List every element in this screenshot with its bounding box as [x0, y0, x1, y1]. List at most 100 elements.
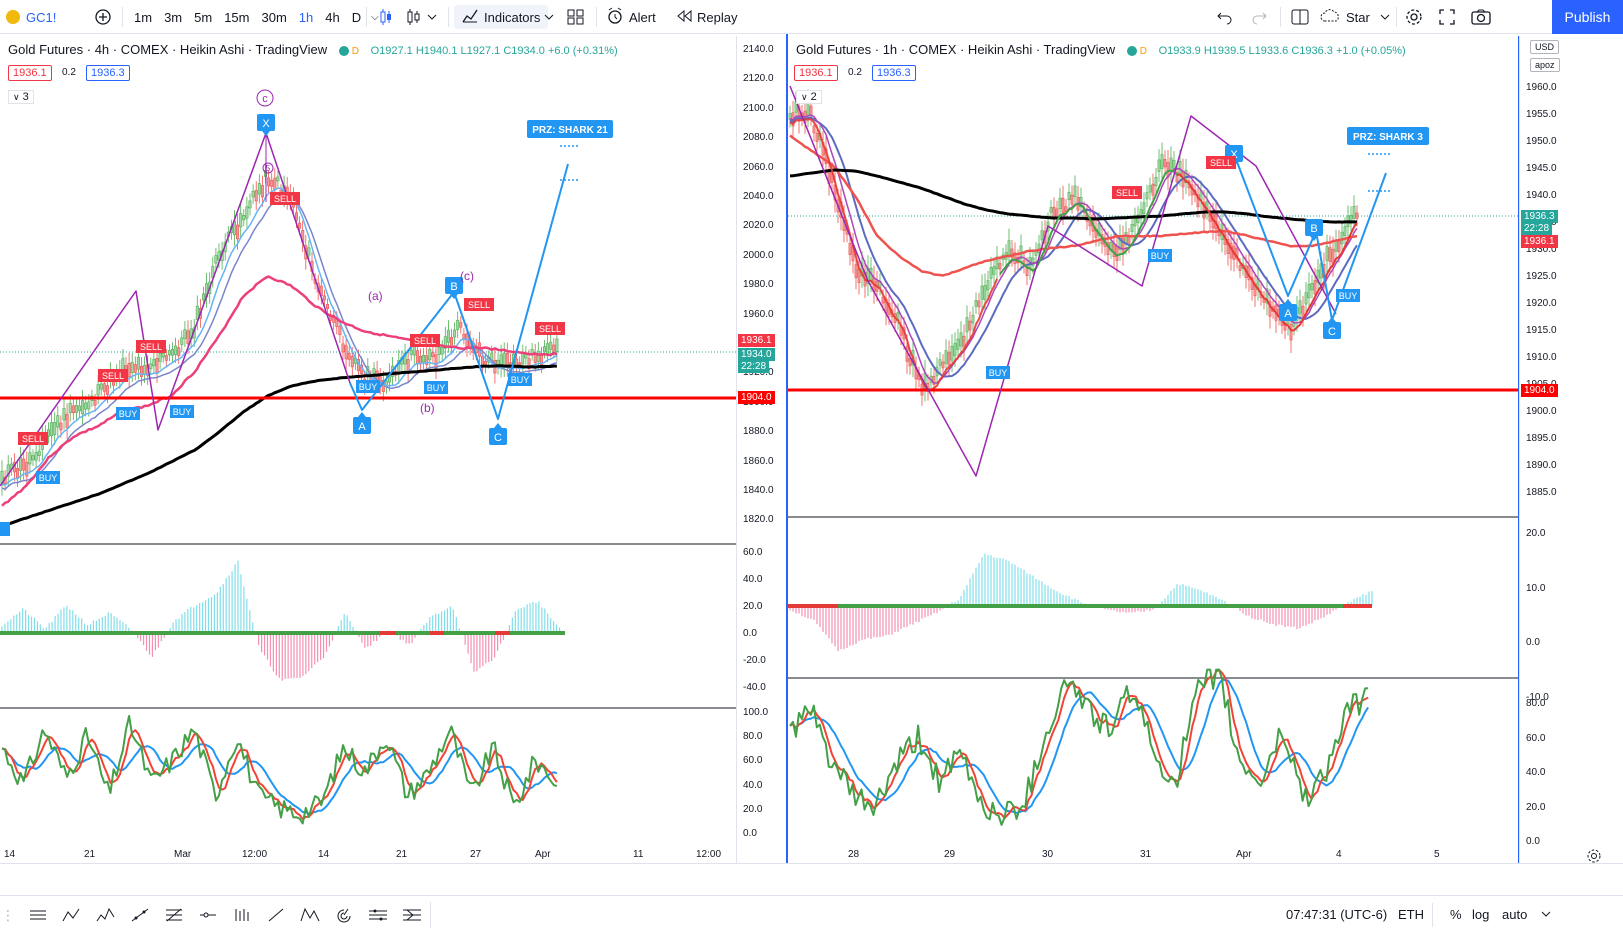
auto-toggle[interactable]: auto — [1502, 907, 1528, 922]
price-axis-label: 1860.0 — [743, 455, 774, 467]
undo-icon[interactable] — [1216, 5, 1234, 29]
buy-signal-label: BUY — [359, 382, 378, 392]
pitchfork-icon[interactable] — [230, 904, 254, 926]
drag-handle-icon[interactable]: ⋮ — [1, 906, 15, 923]
add-symbol-icon[interactable] — [94, 5, 112, 29]
candle-body — [812, 125, 816, 134]
candle-body — [809, 105, 813, 117]
axis-settings-icon[interactable] — [1586, 848, 1602, 869]
right-sell-price[interactable]: 1936.1 — [794, 65, 838, 81]
candle-body — [968, 320, 972, 331]
trend-line-icon[interactable] — [128, 904, 152, 926]
left-indicator-count[interactable]: ∨ 3 — [8, 90, 34, 104]
tf-1h[interactable]: 1h — [298, 9, 314, 25]
left-sell-price[interactable]: 1936.1 — [8, 65, 52, 81]
buy-signal — [508, 373, 532, 386]
settings-icon[interactable] — [1404, 5, 1424, 29]
price-axis-label: 2020.0 — [743, 220, 774, 232]
candle-body — [307, 247, 311, 256]
tf-4h[interactable]: 4h — [325, 9, 340, 25]
candle-body — [1142, 202, 1146, 214]
candle-body — [217, 251, 221, 261]
candle-body — [105, 385, 109, 395]
alert-button[interactable]: Alert — [606, 5, 656, 29]
cycle-icon[interactable] — [332, 904, 356, 926]
redo-icon[interactable] — [1250, 5, 1268, 29]
tf-15m[interactable]: 15m — [224, 9, 250, 25]
split-icon[interactable] — [1290, 5, 1310, 29]
point-x-label: X — [1230, 149, 1238, 161]
left-chart-pane[interactable]: Gold Futures · 4h · COMEX · Heikin Ashi … — [0, 36, 736, 863]
symbol-search[interactable]: GC1! — [6, 5, 56, 29]
left-price-axis[interactable]: 2140.0 2120.0 2100.0 2080.0 2060.0 2040.0 2020… — [736, 36, 786, 863]
candle-body — [938, 359, 942, 366]
indicators-button[interactable]: Indicators — [454, 5, 549, 29]
chevron-down-icon[interactable] — [1540, 907, 1552, 922]
candle-body — [422, 354, 426, 363]
right-time-axis[interactable]: 28 29 30 31 Apr 4 5 — [788, 845, 1519, 863]
publish-button[interactable]: Publish — [1552, 0, 1623, 34]
stoch-red-line — [1, 729, 558, 821]
right-price-axis[interactable]: USD apoz 1960.0 1955.0 1950.0 1945.0 1940.0 1… — [1519, 36, 1623, 863]
scale-mode-select[interactable]: apoz — [1530, 58, 1560, 72]
tf-d[interactable]: D — [351, 9, 362, 25]
clock-display[interactable]: 07:47:31 (UTC-6) — [1286, 907, 1388, 922]
time-axis-label: Apr — [1236, 849, 1252, 860]
left-spread: 0.2 — [62, 67, 76, 78]
candle-body — [1268, 301, 1272, 317]
tf-3m[interactable]: 3m — [164, 9, 183, 25]
chevron-down-icon[interactable]: ⌵ — [371, 11, 379, 23]
candle-body — [1139, 209, 1143, 217]
candle-body — [31, 455, 35, 461]
candle-body — [848, 242, 852, 255]
right-buy-price[interactable]: 1936.3 — [872, 65, 916, 81]
wave-line — [789, 85, 1337, 477]
currency-select[interactable]: USD — [1530, 40, 1560, 54]
sell-signal-label: SELL — [22, 434, 44, 444]
candle-type-icon[interactable] — [378, 5, 412, 29]
ma-violet-line — [789, 114, 1358, 384]
candle-body — [434, 354, 438, 369]
candle-body — [1163, 159, 1167, 168]
left-chart-canvas[interactable]: PRZ: SHARK 21 X B A Cc 5 (a) (b) (c) SELL SELL SELL… — [0, 36, 736, 863]
tf-1m[interactable]: 1m — [134, 9, 153, 25]
candle-body — [81, 400, 85, 415]
horizontal-ray-icon[interactable] — [196, 904, 220, 926]
left-time-axis[interactable]: 14 21 Mar 12:00 14 21 27 Apr 11 12:00 — [0, 845, 736, 863]
star-template-button[interactable]: Star — [1320, 5, 1390, 29]
tf-5m[interactable]: 5m — [194, 9, 213, 25]
menu-lines-icon[interactable] — [26, 904, 50, 926]
right-chart-pane[interactable]: Gold Futures · 1h · COMEX · Heikin Ashi … — [788, 36, 1519, 863]
elliott-wave-icon[interactable] — [94, 904, 118, 926]
right-indicator-count[interactable]: ∨ 2 — [796, 90, 822, 104]
xabcd-pattern-icon[interactable] — [298, 904, 322, 926]
percent-toggle[interactable]: % — [1450, 907, 1462, 922]
candle-body — [1061, 197, 1065, 214]
tf-30m[interactable]: 30m — [261, 9, 287, 25]
log-toggle[interactable]: log — [1472, 907, 1490, 922]
chevron-down-icon[interactable] — [1380, 10, 1390, 25]
brush-icon[interactable] — [264, 904, 288, 926]
abcd-pattern-icon[interactable] — [60, 904, 84, 926]
candle-body — [338, 326, 342, 336]
right-chart-canvas[interactable]: PRZ: SHARK 3 X B A C SELL SELL BUY BUY BUY — [788, 36, 1519, 863]
replay-button[interactable]: Replay — [676, 5, 737, 29]
position-icon[interactable] — [366, 904, 390, 926]
candle-body — [1202, 202, 1206, 219]
bar-type-icon[interactable] — [404, 5, 440, 29]
candle-body — [257, 183, 261, 195]
fib-icon[interactable] — [162, 904, 186, 926]
price-axis-label: 1915.0 — [1526, 325, 1557, 336]
fullscreen-icon[interactable] — [1438, 5, 1456, 29]
session-toggle[interactable]: ETH — [1398, 907, 1424, 922]
ma-red-line — [789, 134, 1358, 277]
sell-signal-label: SELL — [140, 342, 162, 352]
left-buy-price[interactable]: 1936.3 — [86, 65, 130, 81]
snapshot-icon[interactable] — [1470, 5, 1492, 29]
alert-icon — [606, 7, 624, 28]
chevron-down-icon[interactable] — [544, 5, 554, 29]
candle-body — [1073, 185, 1077, 198]
candle-body — [1130, 224, 1134, 232]
layout-icon[interactable] — [566, 5, 586, 29]
forecast-icon[interactable] — [400, 904, 424, 926]
